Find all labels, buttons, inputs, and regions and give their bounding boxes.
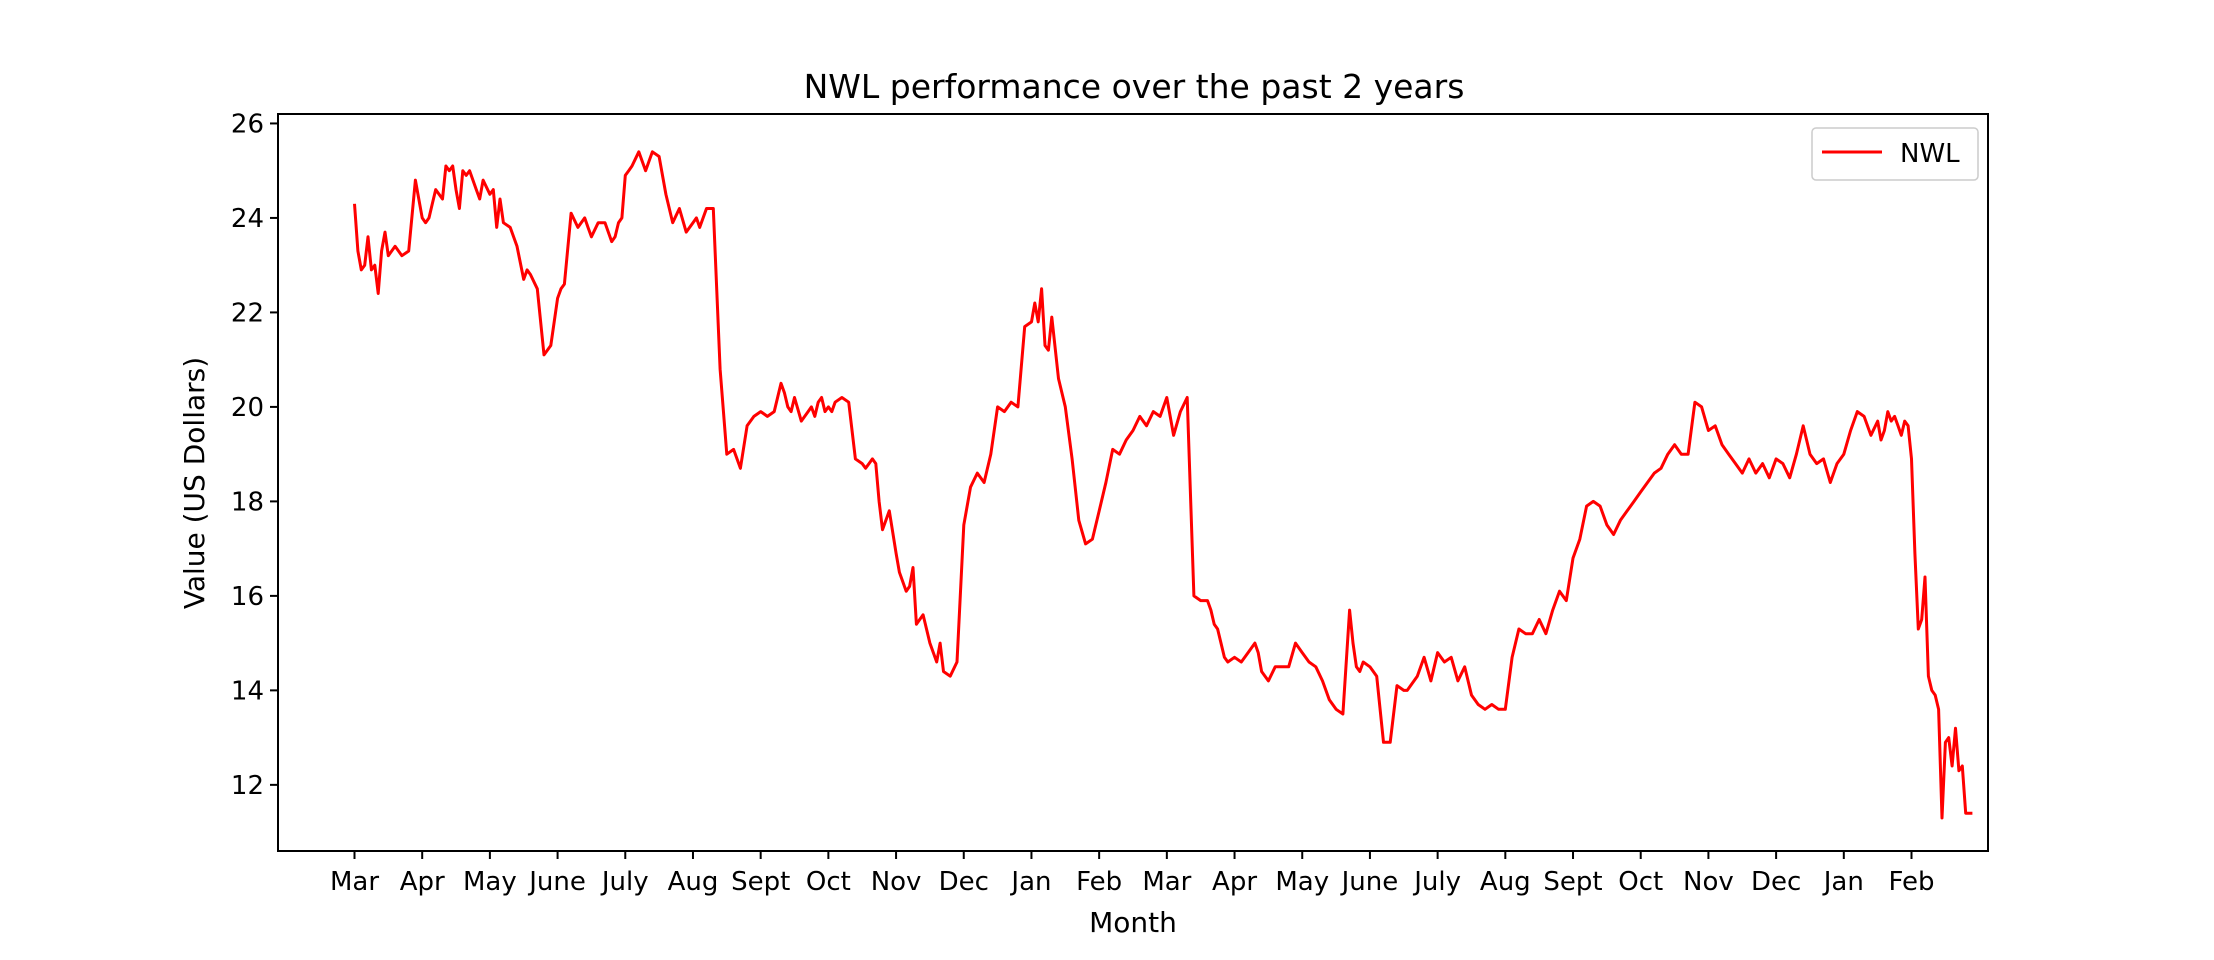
x-tick-label: Mar (330, 867, 379, 897)
plot-area (277, 113, 1989, 852)
y-axis-title: Value (US Dollars) (178, 357, 211, 609)
x-tick-label: June (527, 867, 586, 897)
x-tick-label: Jan (1822, 867, 1864, 897)
x-tick-label: June (1340, 867, 1399, 897)
series-line-nwl (353, 150, 1973, 820)
x-tick-label: Feb (1888, 867, 1934, 897)
x-tick-label: Nov (871, 867, 922, 897)
x-tick-label: July (600, 867, 649, 897)
x-tick-label: Aug (668, 867, 719, 897)
x-tick-label: Jan (1009, 867, 1051, 897)
y-tick-label: 22 (231, 298, 264, 328)
x-tick-label: Aug (1480, 867, 1531, 897)
y-tick-label: 18 (231, 487, 264, 517)
x-tick-label: Oct (806, 867, 851, 897)
y-tick-label: 20 (231, 393, 264, 423)
x-tick-label: Mar (1142, 867, 1191, 897)
x-tick-label: Dec (939, 867, 989, 897)
x-tick-label: Sept (1543, 867, 1602, 897)
x-tick-label: Dec (1751, 867, 1801, 897)
legend: NWL (1811, 127, 1979, 181)
y-tick-label: 14 (231, 676, 264, 706)
x-tick-label: Apr (1212, 867, 1257, 897)
x-tick-label: May (1275, 867, 1329, 897)
legend-box (1811, 127, 1979, 181)
x-tick-label: July (1412, 867, 1461, 897)
legend-label-nwl: NWL (1900, 139, 1960, 169)
x-tick-label: Feb (1076, 867, 1122, 897)
y-tick-label: 12 (231, 771, 264, 801)
y-axis: 12 14 16 18 20 22 24 26 (231, 109, 278, 801)
x-tick-label: Apr (400, 867, 445, 897)
x-axis-title: Month (1089, 906, 1177, 939)
plot-frame (277, 113, 1989, 852)
chart-title: NWL performance over the past 2 years (804, 67, 1465, 106)
y-tick-label: 16 (231, 582, 264, 612)
x-tick-label: May (463, 867, 517, 897)
x-tick-label: Sept (731, 867, 790, 897)
y-tick-label: 24 (231, 204, 264, 234)
y-tick-label: 26 (231, 109, 264, 139)
x-tick-label: Oct (1618, 867, 1663, 897)
x-tick-label: Nov (1683, 867, 1734, 897)
x-axis: Mar Apr May June July Aug Sept Oct Nov Dec Jan Feb M… (330, 851, 1935, 897)
